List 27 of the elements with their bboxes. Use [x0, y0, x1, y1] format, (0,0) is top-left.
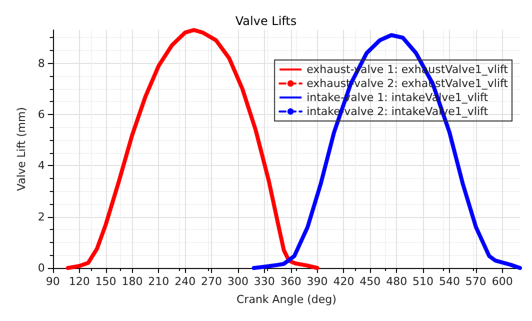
- x-tick-label: 90: [46, 275, 60, 288]
- y-tick-label: 6: [38, 108, 45, 121]
- x-tick-label: 360: [280, 275, 302, 288]
- x-tick-label: 480: [386, 275, 408, 288]
- x-tick-label: 180: [122, 275, 143, 288]
- x-tick-label: 150: [95, 275, 116, 288]
- y-axis-title: Valve Lift (mm): [15, 107, 28, 191]
- x-tick-label: 330: [254, 275, 275, 288]
- x-tick-label: 300: [227, 275, 248, 288]
- x-tick-label: 390: [306, 275, 328, 288]
- chart-title: Valve Lifts: [235, 14, 297, 28]
- y-tick-label: 4: [38, 159, 45, 172]
- x-tick-label: 540: [438, 275, 460, 288]
- x-tick-label: 240: [174, 275, 196, 288]
- x-tick-label: 450: [360, 275, 381, 288]
- x-tick-label: 120: [68, 275, 90, 288]
- line-series: [252, 33, 522, 270]
- x-axis-title: Crank Angle (deg): [236, 293, 336, 306]
- x-tick-label: 210: [148, 275, 170, 288]
- y-tick-label: 8: [38, 56, 45, 70]
- y-tick-label: 0: [38, 262, 45, 274]
- y-tick-label: 2: [38, 210, 45, 224]
- x-tick-label: 270: [201, 275, 222, 288]
- x-tick-label: 420: [333, 275, 354, 288]
- x-tick-label: 510: [412, 275, 434, 288]
- x-tick-label: 570: [465, 275, 486, 288]
- x-tick-label: 600: [492, 275, 513, 288]
